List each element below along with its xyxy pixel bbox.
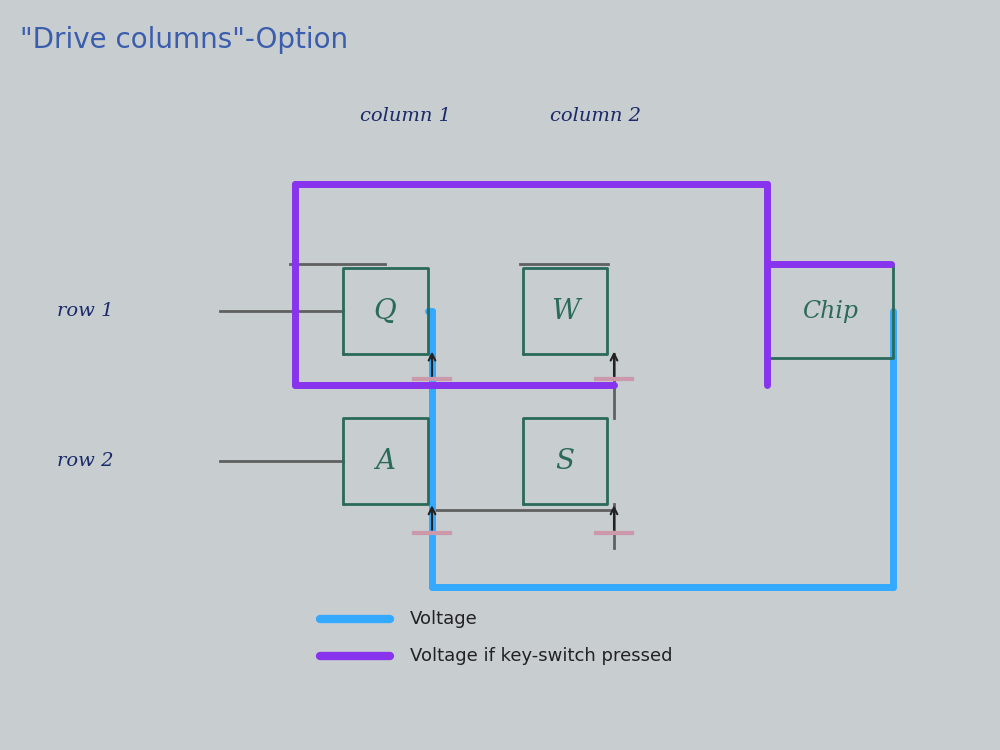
Text: S: S bbox=[556, 448, 574, 475]
Text: Voltage: Voltage bbox=[410, 610, 478, 628]
Text: row 2: row 2 bbox=[57, 452, 113, 470]
Text: "Drive columns"-Option: "Drive columns"-Option bbox=[20, 26, 348, 54]
Text: column 2: column 2 bbox=[550, 107, 640, 125]
Text: column 1: column 1 bbox=[360, 107, 450, 125]
Text: row 1: row 1 bbox=[57, 302, 113, 320]
Text: Voltage if key-switch pressed: Voltage if key-switch pressed bbox=[410, 647, 672, 665]
Text: W: W bbox=[551, 298, 579, 325]
Text: Chip: Chip bbox=[802, 300, 858, 322]
Text: A: A bbox=[375, 448, 395, 475]
Text: Q: Q bbox=[374, 298, 396, 325]
